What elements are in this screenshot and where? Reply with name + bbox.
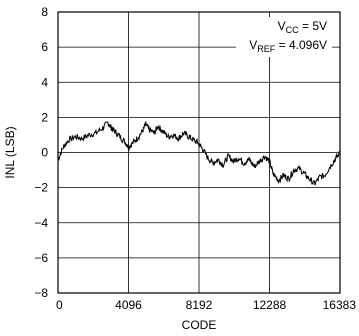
x-tick-label: 8192 — [186, 298, 213, 312]
y-tick-label: −4 — [34, 216, 48, 230]
x-tick-label: 4096 — [115, 298, 142, 312]
x-tick-label: 12288 — [253, 298, 287, 312]
y-tick-labels: 8 6 4 2 0 −2 −4 −6 −8 — [34, 5, 48, 300]
annotation-vref: VREF = 4.096V — [249, 38, 327, 54]
x-tick-label: 0 — [56, 298, 63, 312]
y-tick-label: −6 — [34, 251, 48, 265]
y-tick-label: 6 — [41, 40, 48, 54]
y-tick-label: −2 — [34, 181, 48, 195]
y-tick-label: 2 — [41, 110, 48, 124]
x-axis-title: CODE — [182, 318, 217, 332]
y-tick-label: 8 — [41, 5, 48, 19]
annotation-vcc: VCC = 5V — [278, 19, 327, 35]
grid — [58, 12, 340, 293]
y-tick-label: 0 — [41, 146, 48, 160]
x-tick-labels: 0 4096 8192 12288 16383 — [56, 298, 356, 312]
x-tick-label: 16383 — [323, 298, 357, 312]
y-tick-label: −8 — [34, 286, 48, 300]
y-tick-label: 4 — [41, 75, 48, 89]
y-axis-title: INL (LSB) — [3, 126, 17, 178]
series-line — [57, 121, 341, 186]
annotation-background — [236, 17, 332, 57]
